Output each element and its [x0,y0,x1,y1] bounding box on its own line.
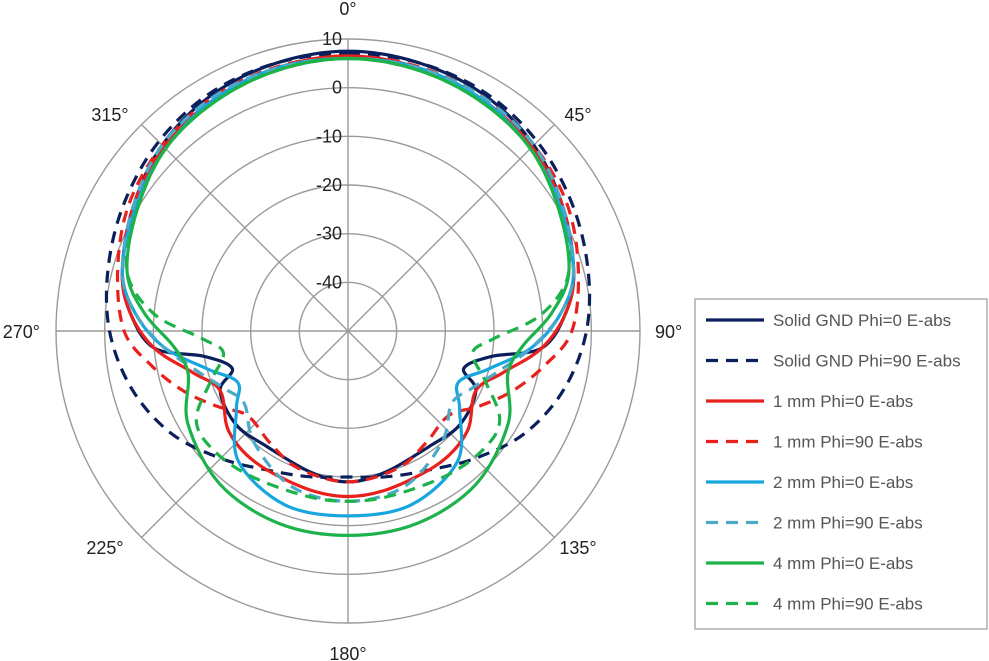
radial-tick-label: -30 [316,224,342,244]
angle-label: 270° [3,322,40,342]
legend-label: 1 mm Phi=90 E-abs [773,433,923,452]
legend-label: 4 mm Phi=90 E-abs [773,595,923,614]
series-layer [104,49,592,537]
radial-tick-label: -20 [316,175,342,195]
angle-label: 315° [91,105,128,125]
angle-labels: 0° 45° 90° 135° 180° 225° 270° 315° [3,0,682,661]
angle-label: 180° [329,644,366,661]
series-line-4 [115,54,581,484]
radial-tick-labels: -40 -30 -20 -10 0 10 [316,29,342,292]
series-line-8 [124,56,572,503]
grid-spoke [347,124,555,332]
legend-label: 1 mm Phi=0 E-abs [773,392,913,411]
angle-label: 0° [339,0,356,19]
legend: Solid GND Phi=0 E-abs Solid GND Phi=90 E-… [694,298,988,630]
legend-label: 2 mm Phi=0 E-abs [773,473,913,492]
legend-label: Solid GND Phi=0 E-abs [773,311,951,330]
series-line-5 [120,56,576,518]
legend-label: Solid GND Phi=90 E-abs [773,352,961,371]
grid-spoke [141,124,349,332]
radial-tick-label: -40 [316,272,342,292]
series-line-6 [120,56,576,503]
radial-tick-label: -10 [316,126,342,146]
series-line-2 [104,52,592,479]
legend-label: 2 mm Phi=90 E-abs [773,514,923,533]
angle-label: 225° [86,538,123,558]
legend-label: 4 mm Phi=0 E-abs [773,554,913,573]
radial-tick-label: 10 [322,29,342,49]
angle-label: 45° [564,105,591,125]
angle-label: 90° [655,322,682,342]
angle-label: 135° [559,538,596,558]
legend-box [694,298,988,630]
radial-tick-label: 0 [332,78,342,98]
